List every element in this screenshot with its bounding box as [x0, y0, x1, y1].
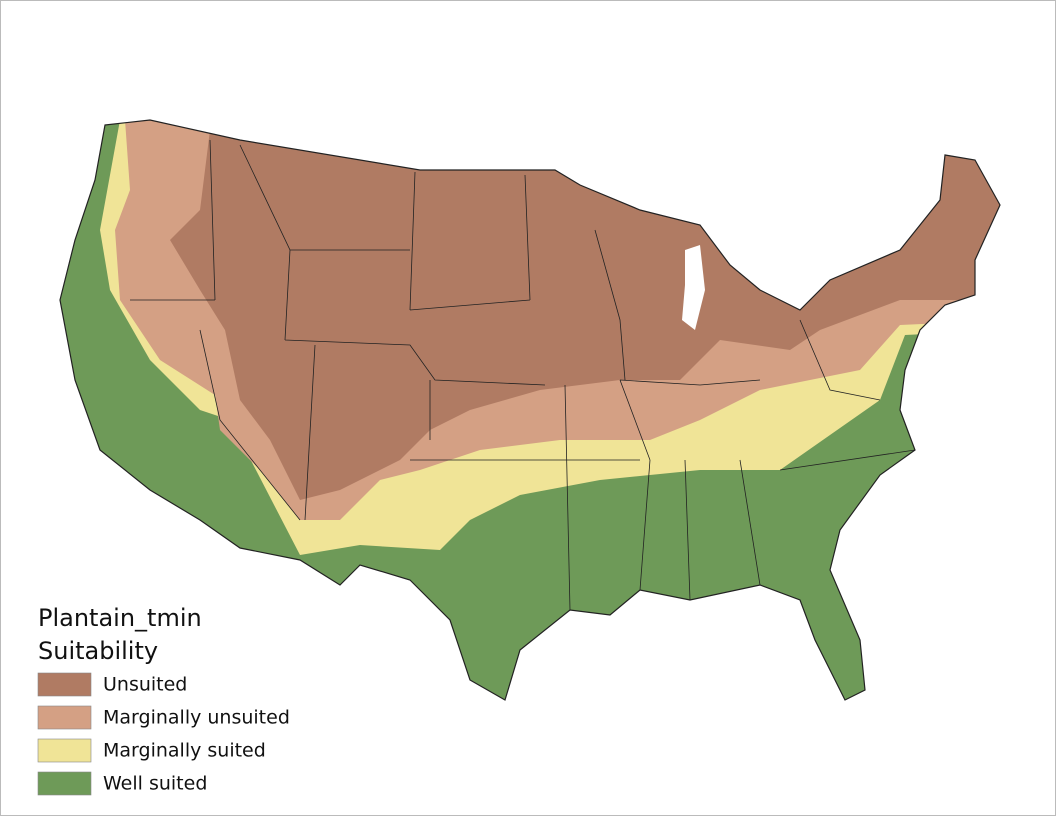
legend-label: Marginally unsuited — [103, 707, 290, 729]
legend-swatch — [37, 738, 92, 763]
legend-swatch — [37, 672, 92, 697]
legend-title: Plantain_tmin — [38, 604, 202, 632]
legend-swatch — [37, 771, 92, 796]
legend-label: Unsuited — [103, 674, 187, 696]
legend: Plantain_tmin Suitability Unsuited Margin… — [37, 604, 290, 796]
legend-label: Marginally suited — [103, 740, 266, 762]
legend-title: Suitability — [38, 637, 158, 665]
legend-swatch — [37, 705, 92, 730]
lake-michigan — [682, 245, 705, 330]
legend-label: Well suited — [103, 773, 207, 795]
